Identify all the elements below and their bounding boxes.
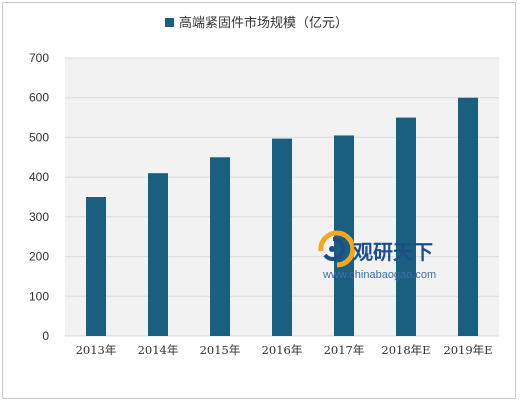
bars [86, 97, 478, 336]
bar-2018年E [396, 117, 416, 336]
legend-label: 高端紧固件市场规模（亿元） [179, 15, 348, 31]
bar-2016年 [272, 138, 292, 336]
x-axis: 2013年 2014年 2015年 2016年 2017年 2018年E 2019年E [76, 343, 493, 357]
y-tick-label: 200 [29, 250, 49, 264]
x-tick-label: 2015年 [200, 343, 241, 357]
legend-swatch [165, 18, 174, 27]
x-tick-label: 2014年 [138, 343, 179, 357]
y-tick-label: 500 [29, 130, 49, 144]
y-tick-label: 300 [29, 210, 49, 224]
x-tick-label: 2013年 [76, 343, 117, 357]
watermark-name: 观研天下 [353, 240, 433, 264]
bar-2014年 [148, 173, 168, 336]
y-tick-label: 700 [29, 51, 49, 65]
legend: 高端紧固件市场规模（亿元） [165, 15, 348, 31]
x-tick-label: 2019年E [443, 343, 492, 357]
bar-chart: 高端紧固件市场规模（亿元） 0 100 200 300 400 500 600 700 201… [29, 15, 499, 357]
y-tick-label: 100 [29, 289, 49, 303]
bar-2015年 [210, 157, 230, 336]
x-tick-label: 2016年 [262, 343, 303, 357]
y-tick-label: 600 [29, 91, 49, 105]
bar-2013年 [86, 197, 106, 336]
x-tick-label: 2018年E [381, 343, 430, 357]
watermark: 观研天下 www.chinabaogao.com [318, 230, 436, 281]
chinabaogao-logo-icon [318, 230, 356, 268]
y-tick-label: 400 [29, 170, 49, 184]
y-axis: 0 100 200 300 400 500 600 700 [29, 51, 49, 343]
y-tick-label: 0 [42, 329, 49, 343]
watermark-url: www.chinabaogao.com [322, 269, 436, 281]
chart-frame: 高端紧固件市场规模（亿元） 0 100 200 300 400 500 600 700 201… [2, 2, 516, 399]
x-tick-label: 2017年 [324, 343, 365, 357]
bar-2019年E [458, 97, 478, 336]
